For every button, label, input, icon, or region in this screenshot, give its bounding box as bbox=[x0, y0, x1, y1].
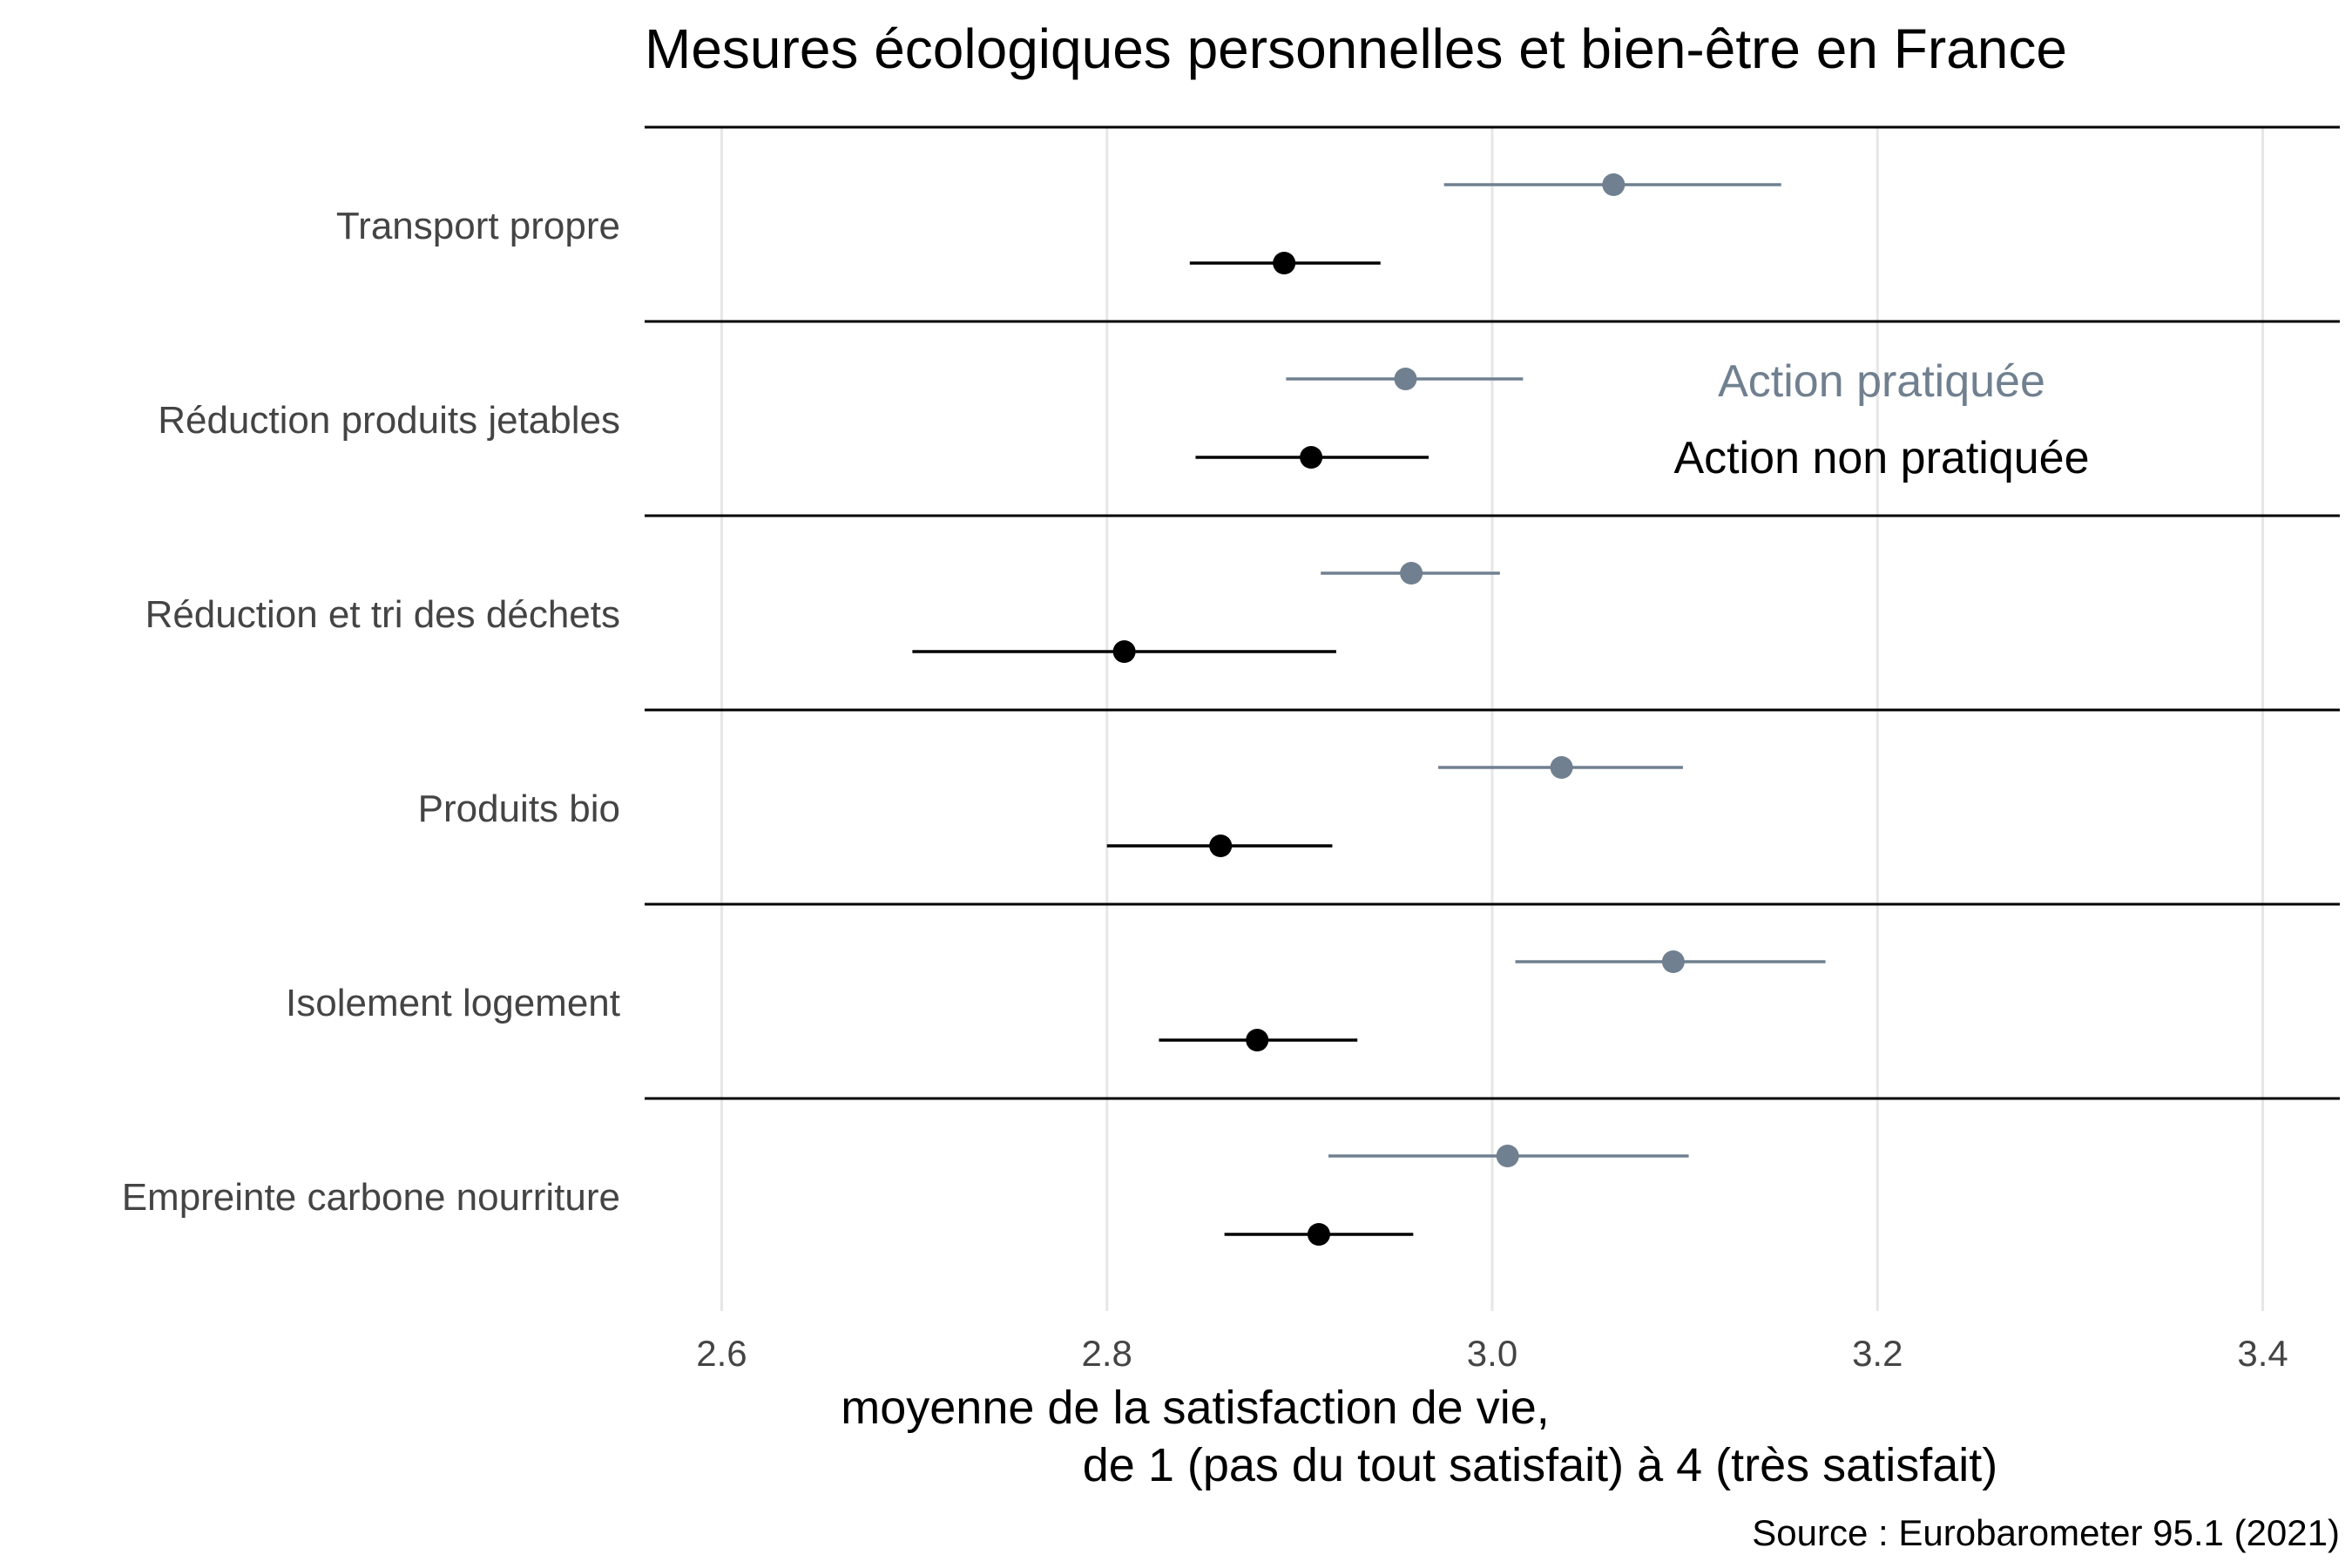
x-tick-label: 3.0 bbox=[1467, 1333, 1517, 1374]
grid-lines bbox=[720, 127, 2265, 1311]
data-marks bbox=[912, 173, 1826, 1246]
category-labels: Transport propre Réduction produits jetab… bbox=[122, 205, 620, 1219]
category-label: Empreinte carbone nourriture bbox=[122, 1176, 620, 1219]
mean-point bbox=[1496, 1145, 1519, 1167]
mean-point bbox=[1300, 446, 1323, 469]
mean-point bbox=[1550, 756, 1573, 779]
x-tick-labels: 2.6 2.8 3.0 3.2 3.4 bbox=[696, 1333, 2288, 1374]
x-tick-label: 2.8 bbox=[1082, 1333, 1132, 1374]
x-tick-label: 2.6 bbox=[696, 1333, 747, 1374]
category-label: Réduction et tri des déchets bbox=[145, 593, 620, 636]
mean-point bbox=[1209, 835, 1233, 857]
mean-point bbox=[1112, 640, 1136, 663]
panel-separators bbox=[645, 125, 2340, 1100]
mean-point bbox=[1307, 1223, 1330, 1246]
source-caption: Source : Eurobarometer 95.1 (2021) bbox=[1752, 1512, 2340, 1553]
mean-point bbox=[1400, 562, 1423, 585]
x-tick-label: 3.2 bbox=[1852, 1333, 1903, 1374]
x-axis-title-line1: moyenne de la satisfaction de vie, bbox=[841, 1382, 1549, 1434]
category-label: Transport propre bbox=[336, 205, 620, 247]
legend-label-pratiquee: Action pratiquée bbox=[1718, 356, 2045, 407]
chart-title: Mesures écologiques personnelles et bien… bbox=[645, 17, 2067, 80]
legend-label-non-pratiquee: Action non pratiquée bbox=[1673, 433, 2089, 483]
category-label: Isolement logement bbox=[286, 982, 620, 1024]
category-label: Produits bio bbox=[418, 787, 620, 830]
mean-point bbox=[1246, 1029, 1269, 1051]
x-tick-label: 3.4 bbox=[2237, 1333, 2288, 1374]
mean-point bbox=[1602, 173, 1625, 196]
x-axis-title-line2: de 1 (pas du tout satisfait) à 4 (très s… bbox=[1083, 1439, 1997, 1491]
mean-point bbox=[1661, 950, 1685, 973]
category-label: Réduction produits jetables bbox=[158, 399, 620, 442]
mean-point bbox=[1394, 368, 1417, 390]
mean-point bbox=[1273, 252, 1296, 274]
